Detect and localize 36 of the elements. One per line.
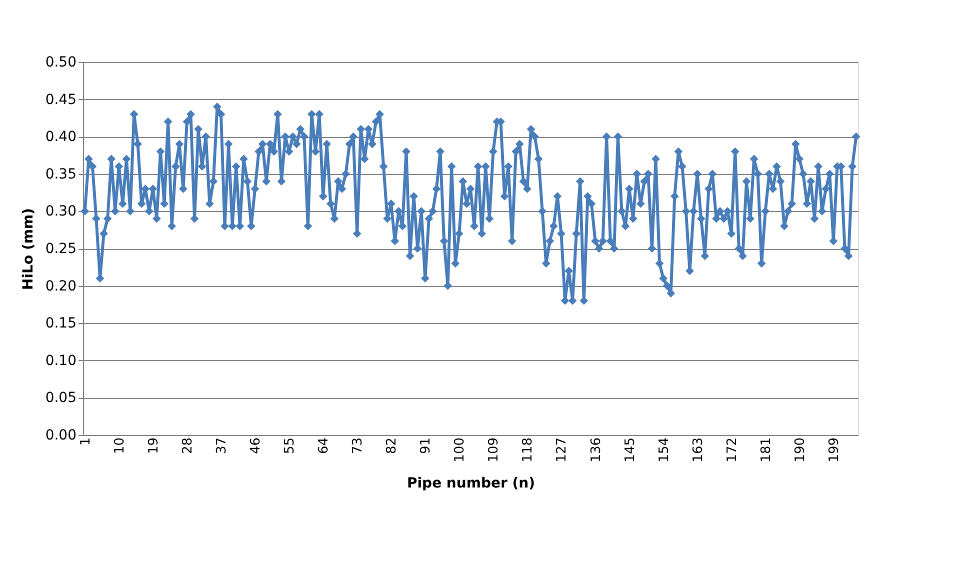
y-tick-label: 0.40 xyxy=(45,129,76,146)
x-tick-label: 127 xyxy=(554,438,570,462)
y-tick-label: 0.35 xyxy=(45,166,76,182)
x-tick-label: 55 xyxy=(282,438,298,454)
x-tick-label: 199 xyxy=(826,438,842,462)
x-tick-label: 46 xyxy=(248,438,264,454)
y-axis-title: HiLo (mm) xyxy=(20,208,36,290)
x-tick-label: 190 xyxy=(792,438,808,462)
x-tick-label: 73 xyxy=(350,438,366,454)
x-tick-label: 64 xyxy=(316,438,332,454)
x-tick-label: 145 xyxy=(622,438,638,462)
y-tick-label: 0.50 xyxy=(45,54,76,70)
x-tick-label: 118 xyxy=(520,438,536,462)
x-tick-label: 82 xyxy=(384,438,400,454)
x-tick-label: 19 xyxy=(146,438,162,454)
x-tick-label: 154 xyxy=(656,438,672,462)
x-tick-label: 172 xyxy=(724,438,740,462)
x-tick-label: 28 xyxy=(180,438,196,454)
y-tick-label: 0.05 xyxy=(45,390,76,406)
x-tick-label: 136 xyxy=(588,438,604,462)
x-tick-label: 10 xyxy=(112,438,128,454)
y-tick-label: 0.25 xyxy=(45,241,76,257)
y-tick-label: 0.30 xyxy=(45,204,76,220)
x-tick-label: 91 xyxy=(418,438,434,454)
y-tick-label: 0.15 xyxy=(45,316,76,332)
x-axis-title: Pipe number (n) xyxy=(406,475,536,492)
y-tick-label: 0.00 xyxy=(45,428,76,444)
y-tick-label: 0.45 xyxy=(45,92,76,108)
x-tick-label: 109 xyxy=(486,438,502,462)
x-tick-label: 37 xyxy=(214,438,230,454)
x-tick-label: 163 xyxy=(690,438,706,462)
x-tick-label: 1 xyxy=(78,438,94,446)
y-tick-label: 0.10 xyxy=(45,352,76,369)
y-tick-label: 0.20 xyxy=(45,278,76,294)
x-tick-label: 100 xyxy=(452,438,468,462)
x-tick-label: 181 xyxy=(758,438,774,462)
